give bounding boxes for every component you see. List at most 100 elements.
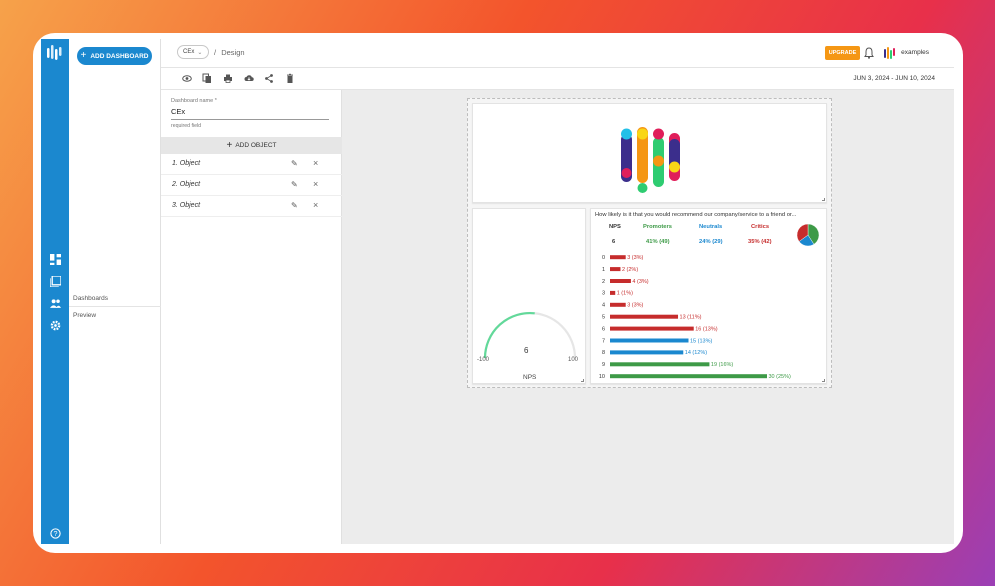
design-canvas: 6 -100 100 NPS How likely is it that you… — [342, 90, 954, 544]
bar — [610, 255, 626, 260]
pie-slice — [796, 223, 809, 242]
dashboard-name-input[interactable]: CEx — [171, 107, 329, 120]
bar — [610, 362, 710, 367]
resize-handle[interactable] — [822, 198, 825, 201]
bar — [610, 279, 631, 283]
nav-item-dashboards[interactable]: Dashboards — [73, 295, 109, 302]
bar-category-label: 8 — [602, 350, 605, 356]
gauge-min-label: -100 — [477, 357, 490, 363]
nps-gauge — [483, 311, 577, 359]
bar-value-label: 1 (1%) — [617, 291, 633, 297]
svg-text:?: ? — [54, 530, 58, 538]
bar — [610, 302, 626, 307]
bar-value-label: 16 (13%) — [695, 326, 717, 332]
object-label: 2. Object — [172, 181, 201, 188]
dashboard-name-help: required field — [171, 123, 201, 129]
bar — [610, 338, 689, 343]
bar — [610, 326, 694, 331]
plus-icon: + — [80, 50, 87, 61]
trash-icon[interactable] — [285, 73, 295, 84]
close-icon[interactable]: × — [313, 179, 319, 189]
bar-value-label: 15 (13%) — [690, 338, 712, 344]
object-row[interactable]: 1. Object ✎ × — [161, 154, 342, 175]
cloud-download-icon[interactable] — [244, 73, 254, 84]
dashboard-select-value: CEx — [183, 49, 195, 55]
design-toolbar: JUN 3, 2024 - JUN 10, 2024 — [161, 68, 954, 90]
dashboard-grid-icon[interactable] — [50, 254, 61, 265]
close-icon[interactable]: × — [313, 200, 319, 210]
users-icon[interactable] — [50, 298, 61, 309]
bar-category-label: 3 — [602, 291, 605, 297]
edit-pencil-icon[interactable]: ✎ — [291, 159, 298, 168]
bar — [610, 267, 621, 272]
nps-value: 6 — [612, 239, 616, 245]
gauge-max-label: 100 — [568, 357, 579, 363]
edit-pencil-icon[interactable]: ✎ — [291, 201, 298, 210]
bar-category-label: 2 — [602, 279, 605, 285]
bar-value-label: 4 (3%) — [632, 279, 648, 285]
chevron-down-icon: ⌄ — [197, 49, 203, 56]
question-card[interactable]: How likely is it that you would recommen… — [590, 208, 827, 384]
bar — [610, 314, 679, 319]
app-frame: ? + ADD DASHBOARD Dashboards Preview CEx… — [33, 33, 963, 553]
gauge-title: NPS — [523, 374, 537, 381]
bar-value-label: 3 (3%) — [627, 303, 643, 309]
bar — [610, 350, 684, 355]
nps-header: NPS — [609, 224, 621, 230]
object-row[interactable]: 3. Object ✎ × — [161, 196, 342, 217]
resize-handle[interactable] — [581, 379, 584, 382]
bar-value-label: 3 (3%) — [627, 255, 643, 261]
copy-icon[interactable] — [202, 73, 212, 84]
neutrals-value: 24% (29) — [699, 239, 723, 245]
username[interactable]: examples — [901, 49, 929, 56]
bar — [610, 290, 616, 295]
logo-card[interactable] — [472, 103, 827, 203]
app-logo[interactable] — [45, 43, 65, 63]
breadcrumb-current: Design — [221, 48, 245, 57]
close-icon[interactable]: × — [313, 158, 319, 168]
nps-gauge-card[interactable]: 6 -100 100 NPS — [472, 208, 586, 384]
promoters-value: 41% (49) — [646, 239, 670, 245]
bar-value-label: 13 (11%) — [680, 315, 702, 321]
neutrals-header: Neutrals — [699, 224, 723, 230]
add-dashboard-button[interactable]: + ADD DASHBOARD — [77, 47, 152, 65]
brand-logo-image — [621, 127, 680, 193]
bar-value-label: 19 (16%) — [711, 362, 733, 368]
nps-pie-chart — [796, 223, 820, 247]
score-bar-chart: 0 3 (3%) 1 2 (2%) 2 4 (3%) 3 1 (1%) 4 3 (3%) 5 13 (… — [599, 255, 791, 380]
bar — [610, 374, 767, 379]
bar-category-label: 0 — [602, 255, 605, 261]
dashboard-select[interactable]: CEx ⌄ — [177, 45, 209, 59]
app-window: ? + ADD DASHBOARD Dashboards Preview CEx… — [41, 39, 954, 544]
dashboard-name-label: Dashboard name * — [171, 98, 217, 104]
critics-value: 35% (42) — [748, 239, 772, 245]
breadcrumb-separator: / — [214, 48, 217, 57]
add-object-button[interactable]: + ADD OBJECT — [161, 137, 342, 154]
promoters-header: Promoters — [643, 224, 672, 230]
dashboard-board: 6 -100 100 NPS How likely is it that you… — [467, 98, 832, 388]
date-range[interactable]: JUN 3, 2024 - JUN 10, 2024 — [853, 75, 935, 82]
resize-handle[interactable] — [822, 379, 825, 382]
object-row[interactable]: 2. Object ✎ × — [161, 175, 342, 196]
object-label: 1. Object — [172, 160, 201, 167]
edit-pencil-icon[interactable]: ✎ — [291, 180, 298, 189]
share-icon[interactable] — [264, 73, 274, 84]
user-avatar-logo[interactable] — [883, 46, 897, 60]
bar-category-label: 6 — [602, 326, 605, 332]
bar-category-label: 9 — [602, 362, 605, 368]
critics-header: Critics — [751, 224, 770, 230]
settings-gear-icon[interactable] — [50, 320, 61, 331]
bar-value-label: 14 (12%) — [685, 350, 707, 356]
upgrade-button[interactable]: UPGRADE — [825, 46, 860, 60]
bell-icon[interactable] — [864, 47, 874, 59]
nav-item-preview[interactable]: Preview — [73, 312, 97, 319]
plus-icon: + — [226, 139, 233, 151]
secondary-nav: + ADD DASHBOARD Dashboards Preview — [69, 39, 161, 544]
bar-category-label: 5 — [602, 315, 605, 321]
library-icon[interactable] — [50, 276, 61, 287]
eye-icon[interactable] — [182, 73, 192, 84]
help-icon[interactable]: ? — [50, 528, 61, 539]
bar-category-label: 4 — [602, 303, 605, 309]
print-icon[interactable] — [223, 73, 233, 84]
add-dashboard-label: ADD DASHBOARD — [90, 52, 149, 60]
